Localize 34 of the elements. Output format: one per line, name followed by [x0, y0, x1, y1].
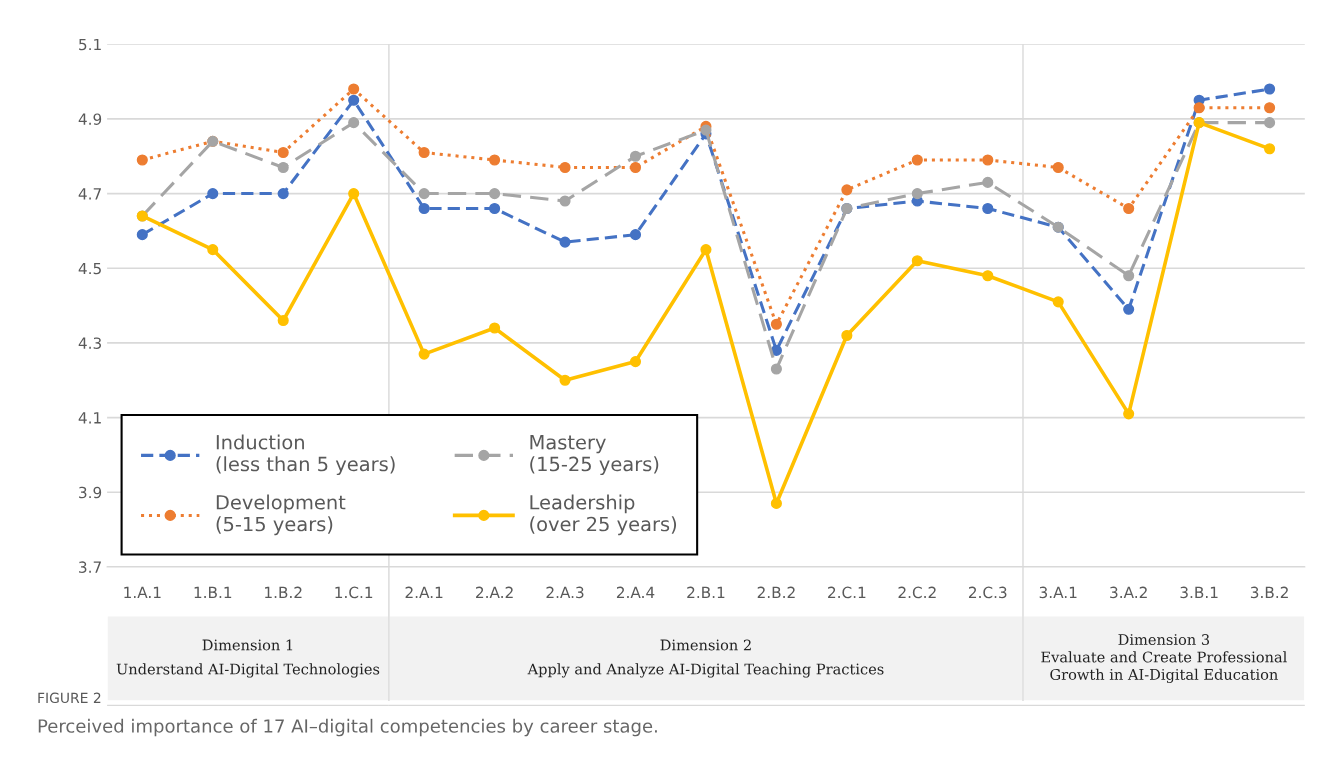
y-tick-label: 4.3 [78, 337, 101, 349]
text: FIGURE 2 [38, 692, 101, 704]
x-tick-label: 3.A.2 [1110, 586, 1147, 599]
legend-label: Development (5-15 years) [216, 494, 346, 536]
y-tick-label: 3.9 [79, 486, 102, 499]
x-tick-label: 3.B.2 [1250, 586, 1288, 599]
y-tick-label: 3.7 [79, 561, 101, 573]
text: Dimension 1 Understand AI-Digital Technologies [116, 639, 380, 678]
x-tick-label: 2.C.3 [968, 586, 1007, 599]
x-tick-label: 1.B.2 [265, 586, 302, 598]
legend-label: Induction (less than 5 years) [216, 434, 395, 476]
x-tick-label: 2.C.1 [828, 586, 866, 599]
x-tick-label: 2.A.3 [546, 586, 584, 599]
x-tick-label: 3.B.1 [1180, 586, 1218, 599]
y-tick-label: 5.1 [79, 38, 101, 51]
legend-label: Mastery (15-25 years) [530, 435, 659, 476]
x-tick-label: 2.B.2 [757, 586, 795, 598]
x-tick-label: 2.A.1 [405, 586, 443, 598]
y-tick-label: 4.5 [78, 262, 101, 275]
text: Dimension 2 Apply and Analyze AI-Digital Teaching Practices [527, 639, 884, 678]
y-tick-label: 4.7 [78, 188, 101, 200]
y-tick-label: 4.1 [78, 412, 101, 424]
x-tick-label: 1.A.1 [124, 586, 161, 598]
x-tick-label: 1.C.1 [335, 586, 373, 599]
x-tick-label: 2.A.4 [616, 586, 655, 598]
x-tick-label: 1.B.1 [194, 586, 232, 598]
x-tick-label: 2.C.2 [898, 586, 936, 599]
x-tick-label: 2.B.1 [687, 586, 725, 598]
text: Perceived importance of 17 AI–digital competencies by career stage. [38, 718, 657, 737]
legend-label: Leadership (over 25 years) [530, 494, 677, 536]
text: Dimension 3 Evaluate and Create Professional Growth in AI-Digital Education [1041, 634, 1287, 683]
x-tick-label: 3.A.1 [1039, 586, 1077, 599]
y-tick-label: 4.9 [78, 113, 102, 125]
x-tick-label: 2.A.2 [476, 586, 513, 598]
